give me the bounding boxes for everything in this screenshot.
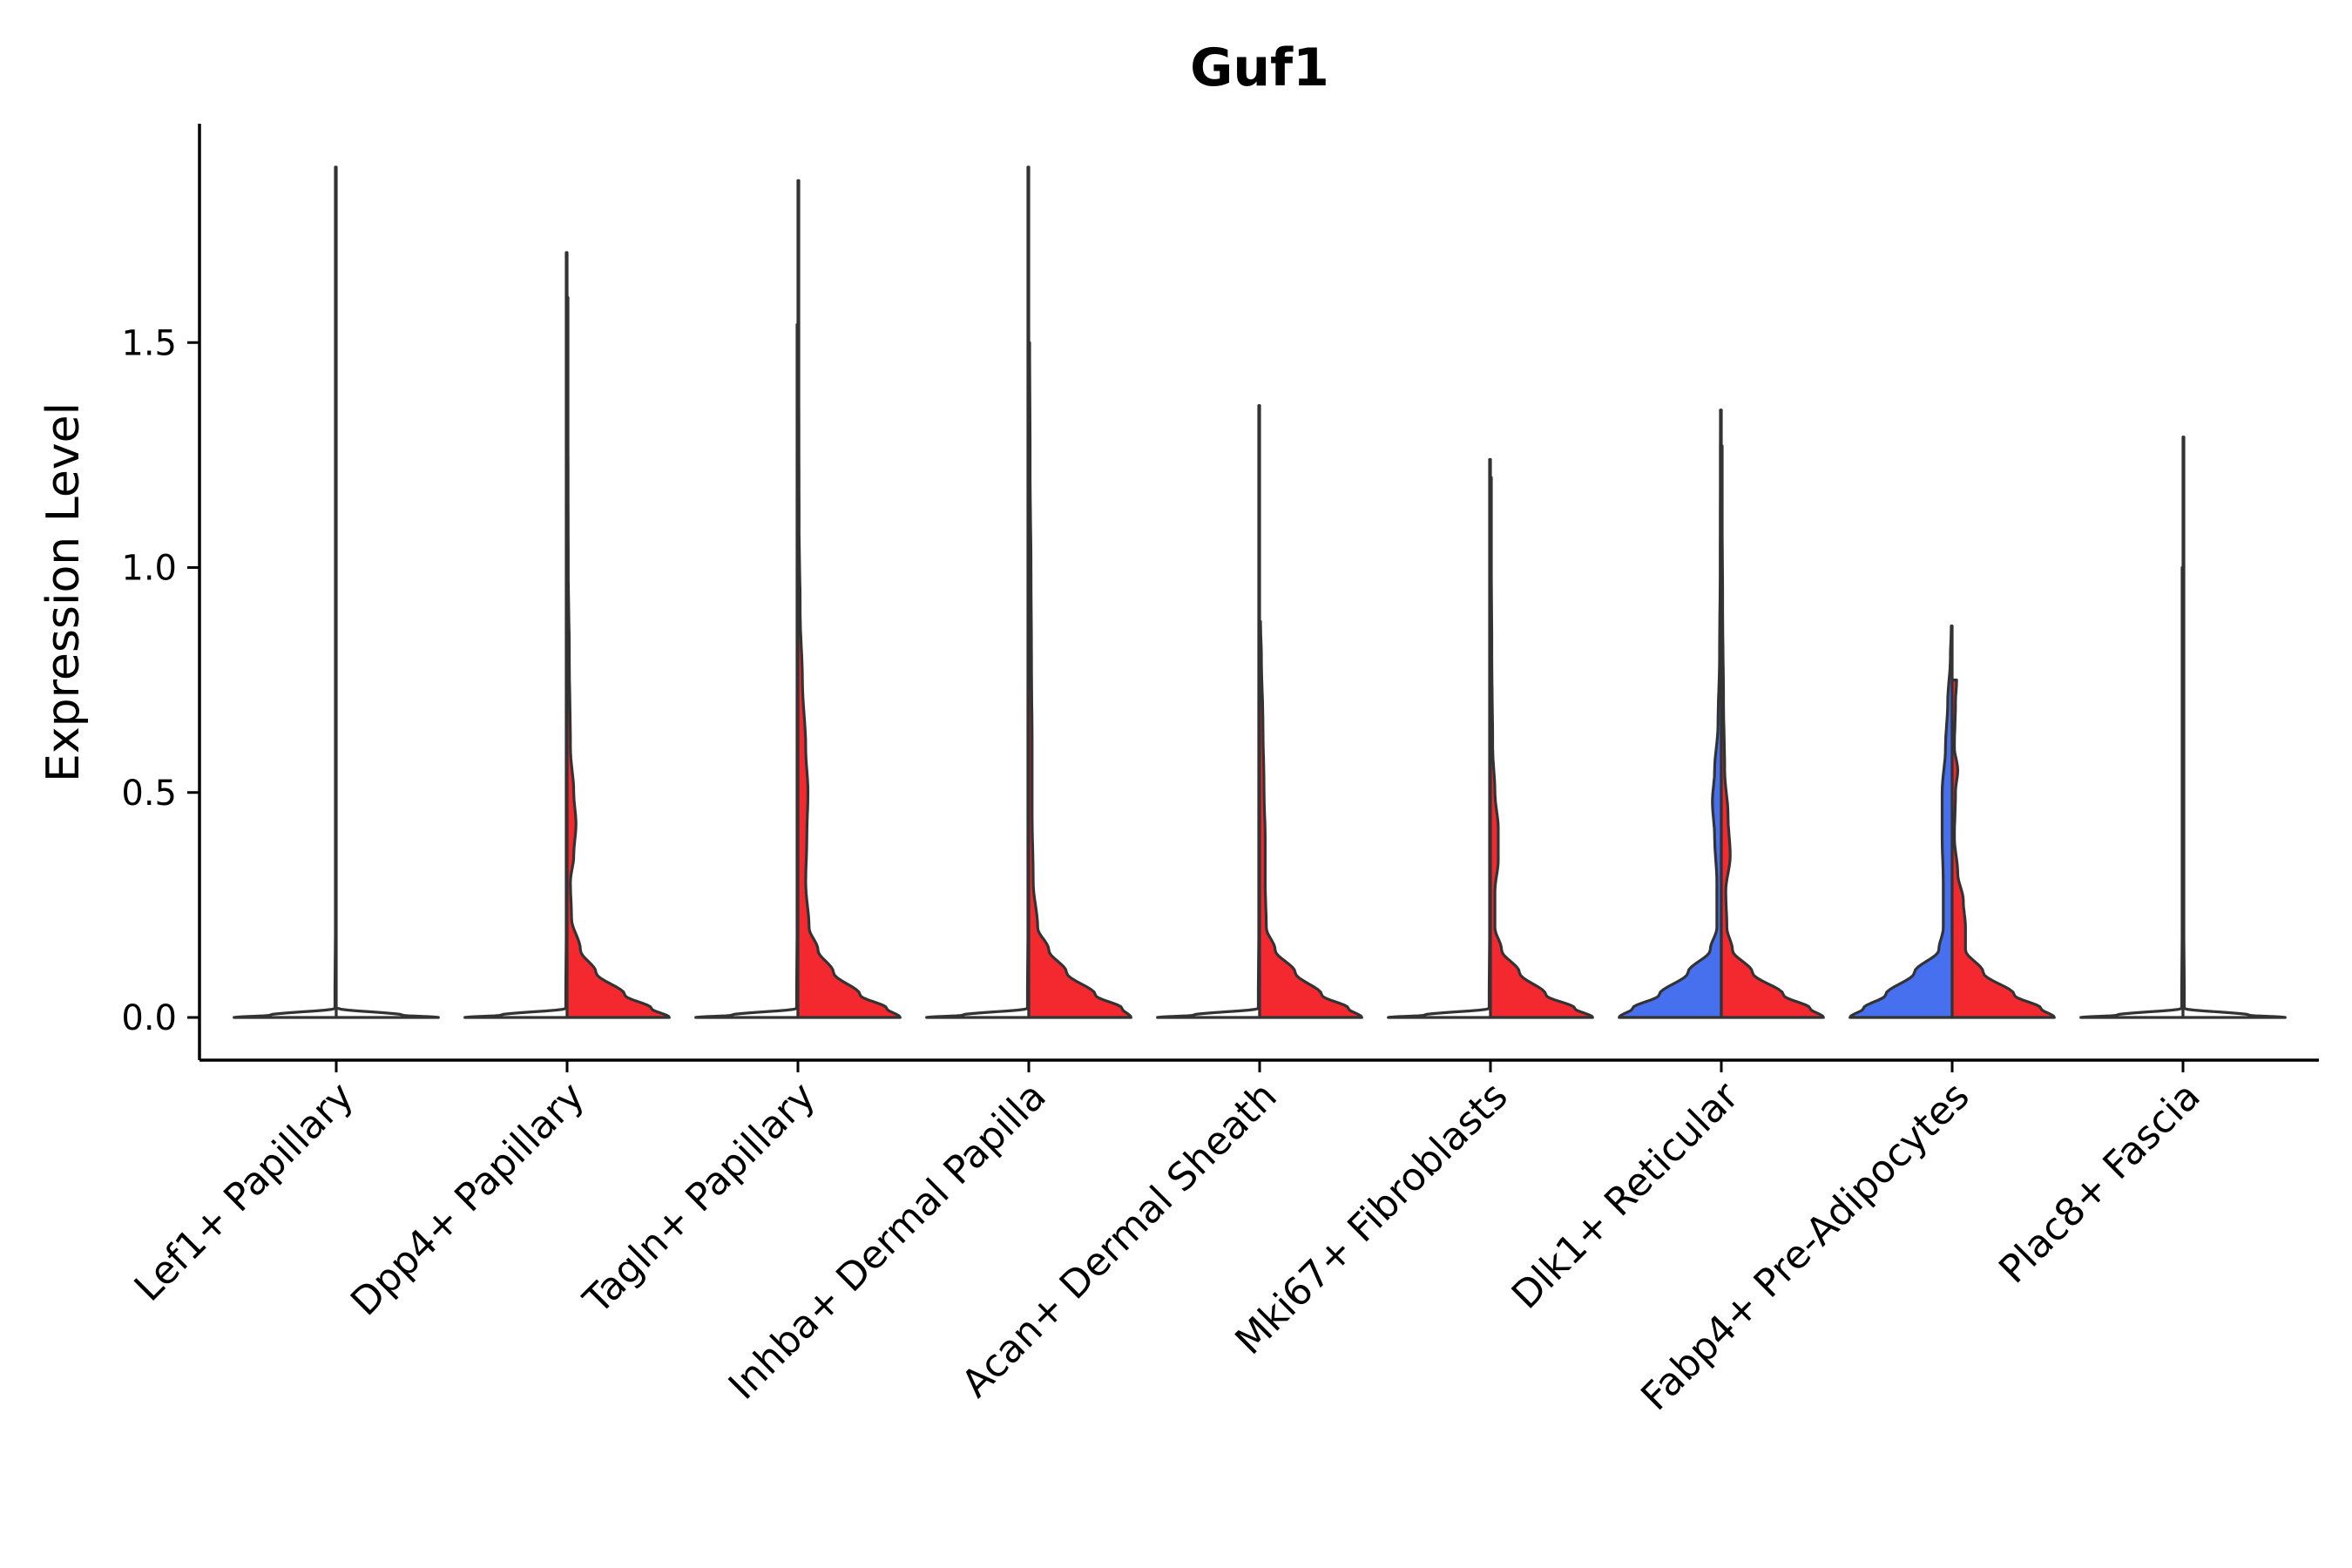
y-tick-label-1: 0.5 — [121, 774, 177, 814]
y-tick-label-3: 1.5 — [121, 323, 177, 363]
y-ticks-group: 0.0 0.5 1.0 1.5 — [121, 323, 199, 1038]
y-tick-label-2: 1.0 — [121, 549, 177, 589]
violin-plac8-fascia-left — [2079, 565, 2185, 1019]
violin-lef1-papillary-right — [335, 1007, 440, 1019]
violin-dpp4-papillary-right — [565, 296, 671, 1019]
violin-mki67-fibroblasts-left — [1387, 457, 1492, 1019]
x-tick-label-dlk1-reticular: Dlk1+ Reticular — [1504, 1073, 1748, 1318]
y-axis-label: Expression Level — [37, 402, 90, 782]
x-tick-label-tagln-papillary: Tagln+ Papillary — [575, 1074, 824, 1323]
violins-group — [233, 166, 2287, 1019]
y-tick-label-0: 0.0 — [121, 998, 177, 1038]
violin-tagln-papillary-right — [796, 179, 902, 1019]
violin-acan-dermal-sheath-right — [1258, 619, 1363, 1019]
violin-lef1-papillary-left — [233, 166, 338, 1019]
violin-dlk1-reticular-left — [1618, 409, 1723, 1019]
x-tick-label-plac8-fascia: Plac8+ Fascia — [1990, 1074, 2209, 1293]
x-tick-label-dpp4-papillary: Dpp4+ Papillary — [342, 1074, 593, 1325]
violin-inhba-dermal-papilla-left — [925, 166, 1031, 1019]
violin-mki67-fibroblasts-right — [1489, 476, 1594, 1019]
violin-inhba-dermal-papilla-right — [1027, 341, 1132, 1019]
violin-dlk1-reticular-right — [1720, 444, 1825, 1019]
violin-fabp4-pre-adipocytes-right — [1950, 679, 2056, 1019]
violin-fabp4-pre-adipocytes-left — [1848, 625, 1954, 1019]
violin-plac8-fascia-right — [2181, 436, 2287, 1019]
chart-title: Guf1 — [1190, 37, 1329, 98]
violin-dpp4-papillary-left — [463, 251, 569, 1019]
violin-tagln-papillary-left — [694, 323, 800, 1019]
violin-acan-dermal-sheath-left — [1156, 404, 1261, 1019]
x-tick-label-lef1-papillary: Lef1+ Papillary — [126, 1074, 362, 1310]
